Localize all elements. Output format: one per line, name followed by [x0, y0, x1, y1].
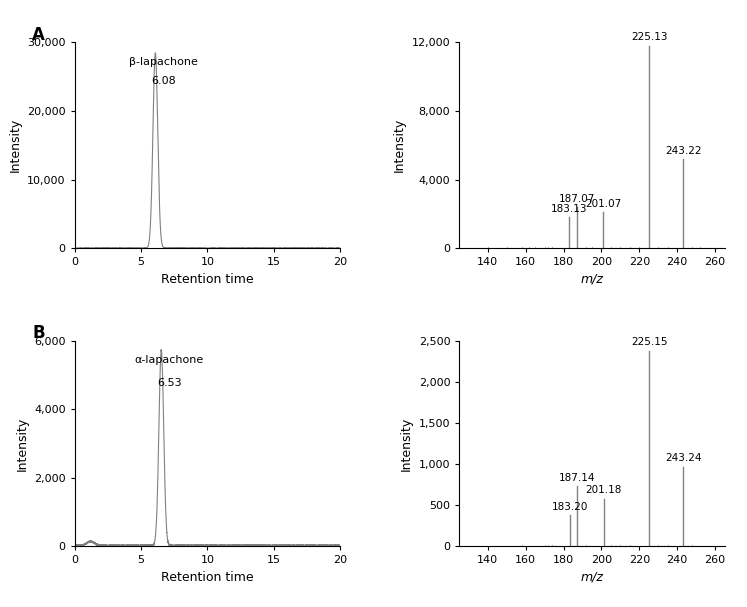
- Text: B: B: [32, 324, 45, 342]
- Text: 6.53: 6.53: [157, 378, 182, 388]
- Text: 243.22: 243.22: [665, 146, 701, 155]
- Text: α-lapachone: α-lapachone: [134, 355, 204, 365]
- Text: 225.15: 225.15: [630, 337, 667, 347]
- Text: 201.07: 201.07: [586, 198, 622, 209]
- Y-axis label: Intensity: Intensity: [393, 118, 406, 172]
- Text: β-lapachone: β-lapachone: [129, 56, 198, 67]
- Text: 6.08: 6.08: [151, 76, 176, 86]
- Text: 183.13: 183.13: [551, 204, 588, 214]
- Y-axis label: Intensity: Intensity: [400, 416, 413, 470]
- Text: 183.20: 183.20: [551, 502, 588, 512]
- Text: 243.24: 243.24: [665, 453, 701, 463]
- Text: A: A: [32, 26, 45, 44]
- X-axis label: Retention time: Retention time: [161, 273, 254, 286]
- Text: 187.07: 187.07: [559, 194, 595, 203]
- X-axis label: m/z: m/z: [580, 273, 604, 286]
- Text: 201.18: 201.18: [586, 486, 622, 495]
- Text: 225.13: 225.13: [630, 33, 667, 42]
- Text: 187.14: 187.14: [559, 473, 595, 483]
- Y-axis label: Intensity: Intensity: [16, 416, 28, 470]
- X-axis label: m/z: m/z: [580, 571, 604, 584]
- Y-axis label: Intensity: Intensity: [8, 118, 22, 172]
- X-axis label: Retention time: Retention time: [161, 571, 254, 584]
